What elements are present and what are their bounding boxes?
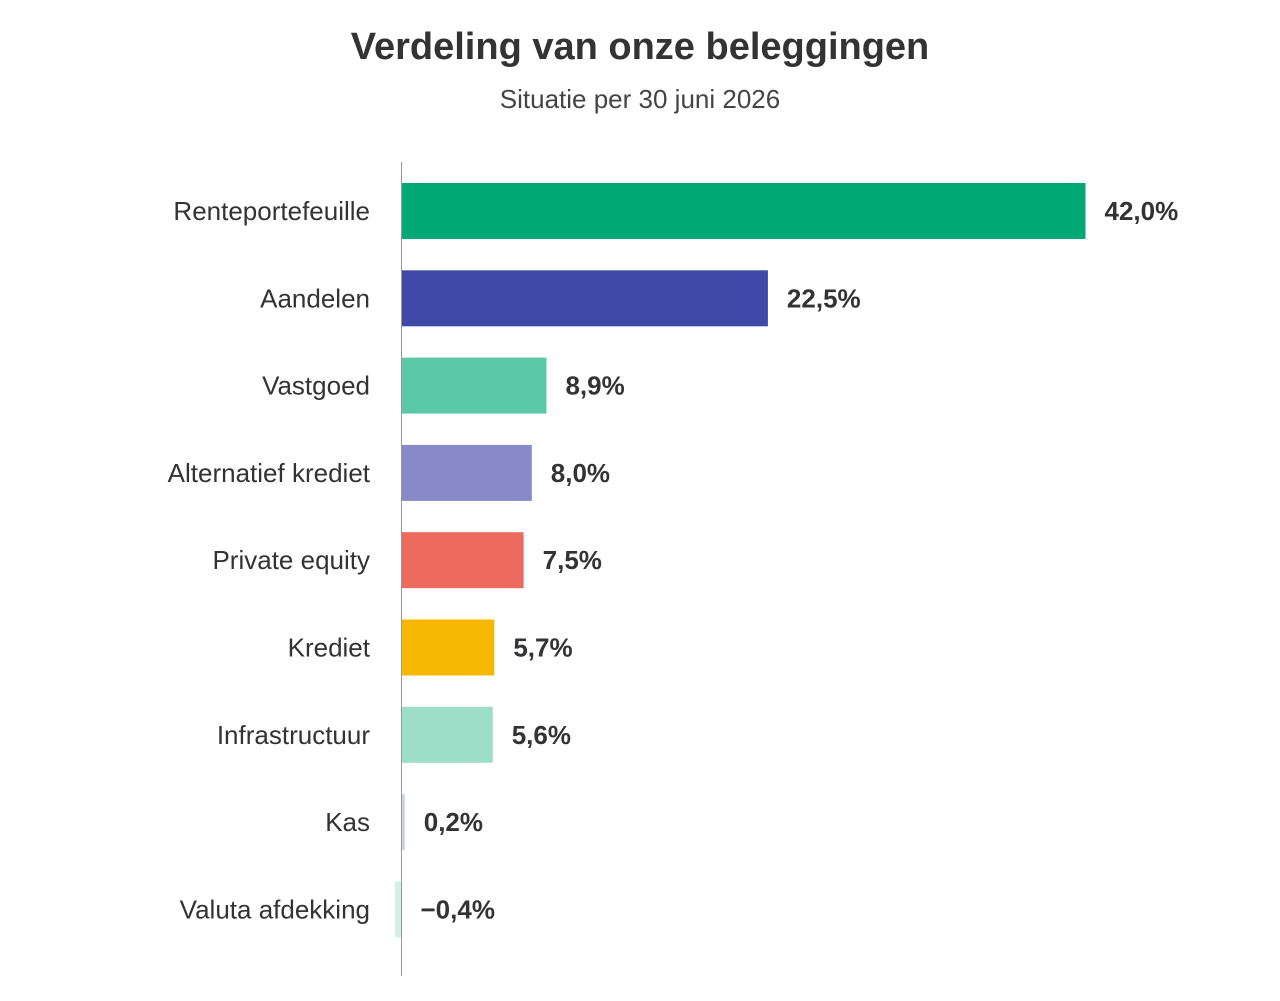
value-label: 0,2% — [424, 807, 483, 837]
value-label: 8,9% — [565, 371, 624, 401]
category-label: Kas — [325, 807, 370, 837]
chart-subtitle: Situatie per 30 juni 2026 — [499, 84, 781, 114]
bar-krediet — [401, 619, 495, 676]
category-label: Vastgoed — [262, 371, 370, 401]
category-label: Infrastructuur — [217, 720, 371, 750]
bar-renteportefeuille — [401, 183, 1086, 239]
category-label: Alternatief krediet — [168, 458, 371, 488]
category-label: Aandelen — [260, 283, 370, 313]
bar-kas — [401, 794, 405, 851]
bar-aandelen — [401, 270, 768, 327]
bar-alternatief-krediet — [401, 444, 532, 501]
bar-valuta-afdekking — [394, 881, 402, 938]
value-label: 8,0% — [551, 458, 610, 488]
category-label: Krediet — [288, 633, 371, 663]
category-label: Valuta afdekking — [180, 894, 370, 924]
value-label: 5,6% — [512, 720, 571, 750]
labels-layer: Renteportefeuille 42,0% Aandelen 22,5% Vastg… — [168, 196, 1179, 924]
value-label: 22,5% — [787, 283, 861, 313]
value-label: −0,4% — [421, 894, 495, 924]
value-label: 42,0% — [1105, 196, 1179, 226]
value-label: 5,7% — [513, 633, 572, 663]
value-label: 7,5% — [543, 545, 602, 575]
category-label: Renteportefeuille — [173, 196, 370, 226]
bar-private-equity — [401, 532, 524, 589]
category-label: Private equity — [212, 545, 370, 575]
bar-vastgoed — [401, 357, 547, 414]
chart-title: Verdeling van onze beleggingen — [350, 26, 930, 68]
bar-infrastructuur — [401, 706, 493, 763]
bars-layer — [394, 183, 1086, 938]
